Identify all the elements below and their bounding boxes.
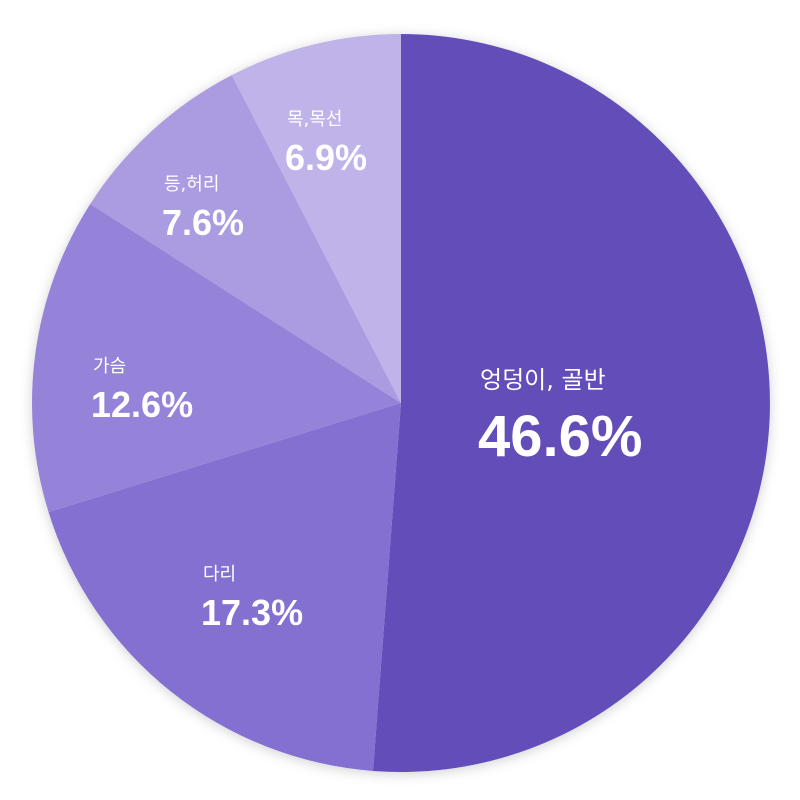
slice-value-4: 7.6%: [162, 202, 244, 243]
pie-slice-1: [373, 34, 770, 772]
slice-value-5: 6.9%: [285, 137, 367, 178]
pie-slice-2: [48, 403, 402, 771]
slice-label-4: 등,허리: [164, 174, 219, 195]
slice-label-1: 엉덩이, 골반: [480, 366, 606, 394]
pie-slice-4: [90, 75, 401, 403]
pie-slice-3: [31, 203, 402, 513]
slice-value-3: 12.6%: [91, 384, 193, 425]
slice-label-2: 다리: [203, 564, 236, 585]
slice-label-3: 가슴: [93, 356, 126, 377]
slice-value-1: 46.6%: [478, 404, 642, 469]
pie-slice-5: [231, 34, 401, 403]
slice-value-2: 17.3%: [201, 592, 303, 633]
slice-label-5: 목,목선: [287, 109, 342, 130]
